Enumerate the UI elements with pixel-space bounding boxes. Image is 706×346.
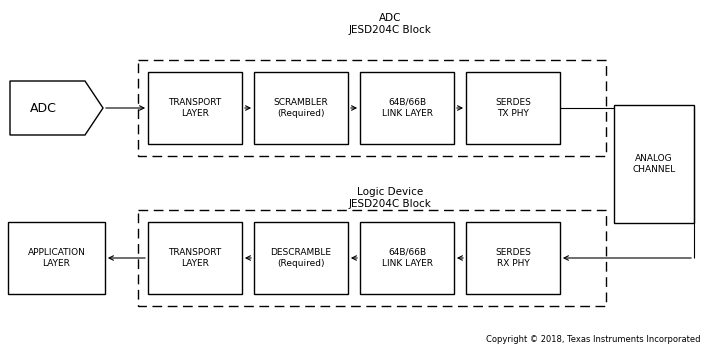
Bar: [466, 72, 560, 144]
Bar: [360, 72, 454, 144]
Bar: [254, 222, 348, 294]
Text: 64B/66B
LINK LAYER: 64B/66B LINK LAYER: [381, 98, 433, 118]
Text: APPLICATION
LAYER: APPLICATION LAYER: [28, 248, 85, 268]
Text: Logic Device: Logic Device: [357, 187, 423, 197]
Text: 64B/66B
LINK LAYER: 64B/66B LINK LAYER: [381, 248, 433, 268]
Bar: [466, 222, 560, 294]
Bar: [614, 105, 694, 223]
Text: DESCRAMBLE
(Required): DESCRAMBLE (Required): [270, 248, 332, 268]
Bar: [254, 72, 348, 144]
Text: ANALOG
CHANNEL: ANALOG CHANNEL: [633, 154, 676, 174]
Bar: [8, 222, 105, 294]
Bar: [360, 222, 454, 294]
Text: ADC: ADC: [378, 13, 401, 23]
Bar: [148, 222, 242, 294]
Text: SCRAMBLER
(Required): SCRAMBLER (Required): [274, 98, 328, 118]
Bar: [138, 60, 606, 156]
Text: SERDES
TX PHY: SERDES TX PHY: [495, 98, 531, 118]
Text: Copyright © 2018, Texas Instruments Incorporated: Copyright © 2018, Texas Instruments Inco…: [486, 336, 700, 345]
Bar: [148, 72, 242, 144]
Text: ADC: ADC: [30, 101, 57, 115]
Polygon shape: [10, 81, 103, 135]
Text: JESD204C Block: JESD204C Block: [349, 25, 431, 35]
Bar: [138, 210, 606, 306]
Text: TRANSPORT
LAYER: TRANSPORT LAYER: [168, 98, 222, 118]
Text: SERDES
RX PHY: SERDES RX PHY: [495, 248, 531, 268]
Text: JESD204C Block: JESD204C Block: [349, 199, 431, 209]
Text: TRANSPORT
LAYER: TRANSPORT LAYER: [168, 248, 222, 268]
